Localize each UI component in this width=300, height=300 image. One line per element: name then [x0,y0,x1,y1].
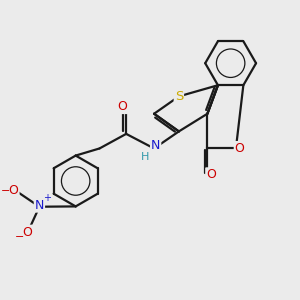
Text: O: O [118,100,128,113]
Text: N: N [35,199,44,212]
Text: −: − [15,232,24,242]
Text: S: S [175,90,183,103]
Text: O: O [206,168,216,181]
Text: +: + [43,193,51,203]
Text: O: O [235,142,244,155]
Text: N: N [151,140,160,152]
Text: O: O [9,184,19,197]
Text: −: − [1,186,10,196]
Text: O: O [23,226,33,238]
Text: H: H [141,152,149,162]
